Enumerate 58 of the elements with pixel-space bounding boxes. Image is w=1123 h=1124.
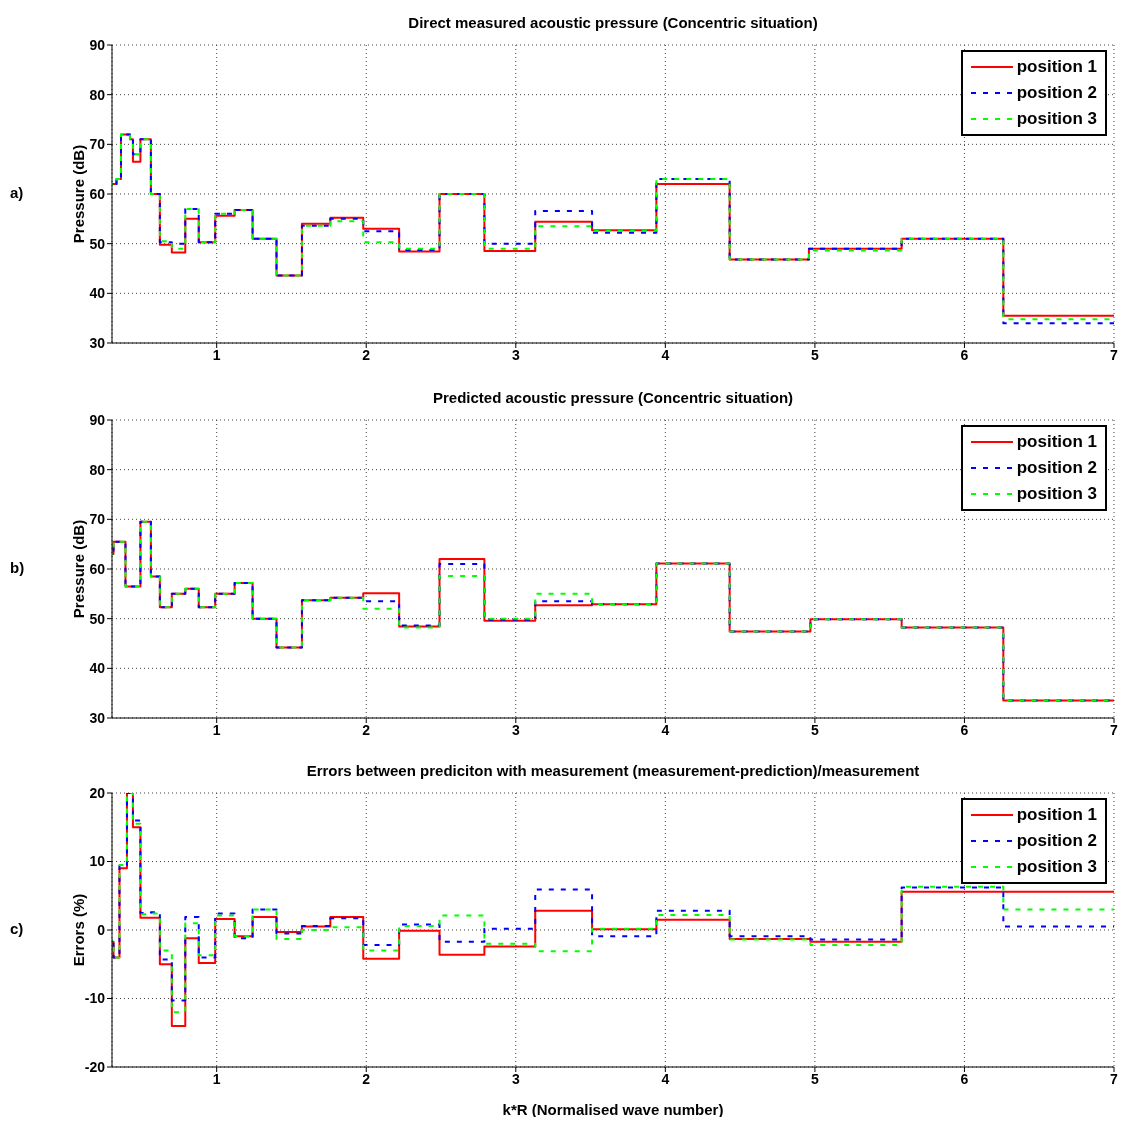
text: c): [10, 920, 24, 937]
x-tick-label: 6: [960, 1070, 969, 1087]
x-tick-label: 1: [212, 1070, 221, 1087]
y-tick-label: -10: [84, 990, 106, 1007]
x-tick-label: 2: [362, 346, 371, 363]
y-tick-label: 80: [89, 461, 106, 478]
y-tick-label: 40: [89, 285, 106, 302]
x-tick-label: 3: [511, 346, 520, 363]
x-tick-label: 4: [661, 1070, 670, 1087]
y-axis-title: Pressure (dB): [69, 519, 87, 619]
x-tick-label: 2: [362, 1070, 371, 1087]
x-tick-label: 6: [960, 346, 969, 363]
y-tick-label: 50: [89, 610, 106, 627]
y-tick-label: 90: [89, 411, 106, 428]
x-tick-label: 3: [511, 721, 520, 738]
x-tick-label: 7: [1110, 1070, 1119, 1087]
chart-title: Errors between prediciton with measurement (measurement-prediction)/measurement: [305, 762, 921, 779]
y-tick-label: 10: [89, 853, 106, 870]
y-tick-label: 20: [89, 784, 106, 801]
x-tick-label: 1: [212, 721, 221, 738]
legend-label: position 1: [1016, 57, 1097, 77]
y-tick-label: 50: [89, 235, 106, 252]
x-tick-label: 7: [1110, 346, 1119, 363]
text: b): [10, 559, 25, 576]
chart-title: Direct measured acoustic pressure (Concentric situation): [407, 14, 819, 31]
legend-label: position 2: [1016, 83, 1097, 103]
legend-label: position 3: [1016, 109, 1097, 129]
legend-label: position 2: [1016, 458, 1097, 478]
x-tick-label: 2: [362, 721, 371, 738]
legend-label: position 1: [1016, 432, 1097, 452]
y-axis-title: Errors (%): [69, 893, 87, 967]
chart-title: Predicted acoustic pressure (Concentric situation): [431, 389, 795, 406]
legend-label: position 1: [1016, 805, 1097, 825]
legend-label: position 2: [1016, 831, 1097, 851]
y-tick-label: 80: [89, 86, 106, 103]
x-tick-label: 5: [811, 1070, 819, 1087]
y-tick-label: 60: [89, 560, 106, 577]
x-tick-label: 5: [811, 346, 819, 363]
x-tick-label: 1: [212, 346, 221, 363]
y-tick-label: 70: [89, 511, 106, 528]
x-tick-label: 4: [661, 346, 670, 363]
y-tick-label: 40: [89, 660, 106, 677]
y-axis-title: Pressure (dB): [69, 144, 87, 244]
x-tick-label: 6: [960, 721, 969, 738]
y-tick-label: 90: [89, 36, 106, 53]
legend-label: position 3: [1016, 484, 1097, 504]
y-tick-label: 70: [89, 136, 106, 153]
x-tick-label: 4: [661, 721, 670, 738]
x-tick-label: 3: [511, 1070, 520, 1087]
y-tick-label: -20: [84, 1058, 106, 1075]
y-tick-label: 0: [97, 921, 106, 938]
text: a): [10, 184, 24, 201]
y-tick-label: 60: [89, 185, 106, 202]
x-tick-label: 5: [811, 721, 819, 738]
y-tick-label: 30: [89, 334, 106, 351]
x-tick-label: 7: [1110, 721, 1119, 738]
y-tick-label: 30: [89, 709, 106, 726]
legend-label: position 3: [1016, 857, 1097, 877]
